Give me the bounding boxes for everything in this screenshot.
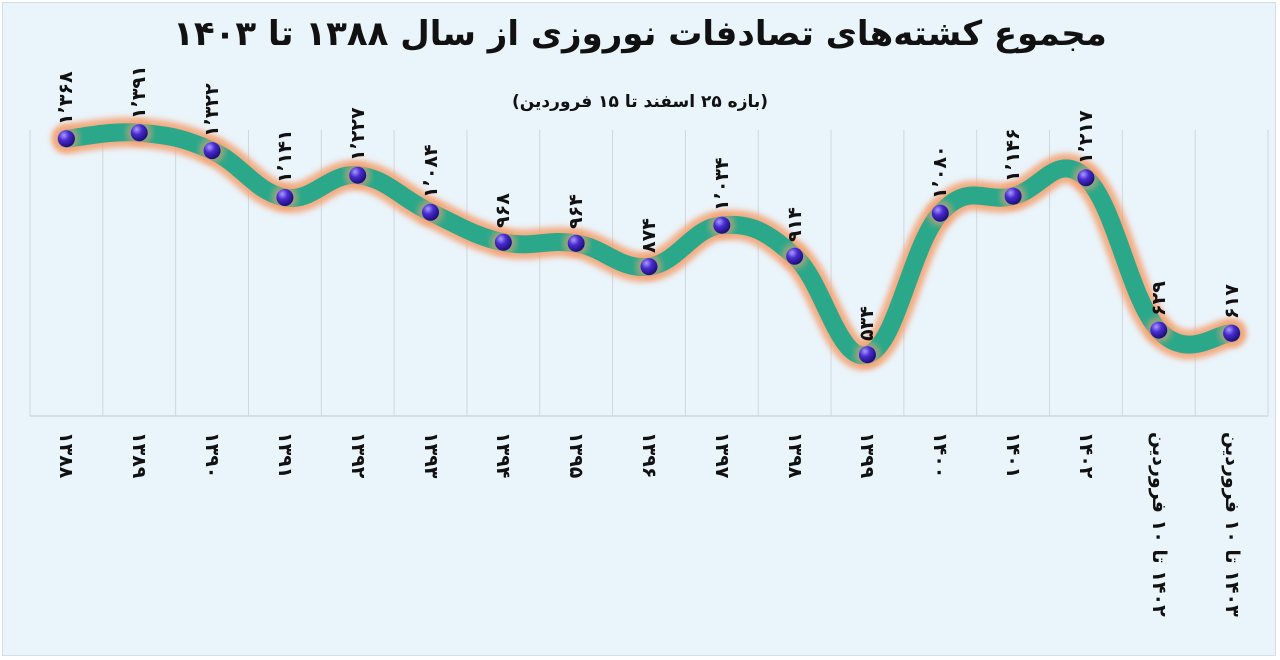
- data-point-marker: [1004, 187, 1022, 205]
- data-label: ۱٬۳۹۱: [128, 65, 151, 119]
- data-point-marker: [640, 258, 658, 276]
- data-point-marker: [713, 216, 731, 234]
- chart-subtitle: (بازه ۲۵ اسفند تا ۱۵ فروردین): [511, 92, 769, 112]
- x-axis-label: ۱۳۹۰: [201, 432, 224, 479]
- data-label: ۹۶۴: [565, 194, 588, 230]
- x-axis-label: ۱۴۰۰: [929, 432, 952, 479]
- x-axis-label: ۱۳۹۳: [419, 432, 442, 479]
- data-point-marker: [1223, 324, 1241, 342]
- data-point-marker: [276, 188, 294, 206]
- data-label: ۱٬۲۲۷: [346, 107, 369, 162]
- data-label: ۱٬۳۲۲: [201, 82, 224, 137]
- x-axis-label: ۱۳۹۷: [710, 432, 733, 479]
- data-label: ۱٬۱۴۱: [273, 129, 296, 184]
- x-axis-label: ۱۳۸۸: [55, 432, 78, 479]
- data-label: ۹۶۸: [492, 193, 515, 229]
- x-axis-label: ۱۳۹۴: [492, 432, 515, 479]
- data-point-marker: [203, 142, 221, 160]
- data-label: ۵۳۴: [856, 305, 879, 341]
- x-axis-label: ۱۳۹۲: [346, 432, 369, 479]
- data-point-marker: [422, 203, 440, 221]
- data-label: ۱٬۱۴۶: [1002, 128, 1025, 183]
- chart-title: مجموع کشته‌های تصادفات نوروزی از سال ۱۳۸…: [173, 14, 1107, 54]
- data-label: ۱٬۳۶۸: [55, 71, 78, 125]
- x-axis-label: ۱۳۹۸: [783, 432, 806, 479]
- x-axis-label: ۱۴۰۲: [1074, 432, 1097, 479]
- data-point-marker: [1077, 169, 1095, 187]
- data-point-marker: [1150, 321, 1168, 339]
- data-label: ۱٬۰۸۰: [929, 145, 952, 200]
- x-axis-label: ۱۳۹۵: [565, 432, 588, 479]
- data-label: ۹۱۴: [783, 207, 806, 243]
- data-point-marker: [567, 234, 585, 252]
- x-axis-label: ۱۳۹۶: [638, 432, 660, 479]
- data-point-marker: [786, 247, 804, 265]
- x-axis-label: ۱۳۹۱: [273, 432, 296, 479]
- x-axis-label: ۱۴۰۲ تا ۱۰ فروردین: [1147, 432, 1170, 617]
- data-point-marker: [57, 130, 75, 148]
- x-axis-label: ۱۴۰۱: [1002, 432, 1025, 479]
- data-label: ۱٬۲۱۷: [1074, 110, 1097, 164]
- x-axis-label: ۱۳۹۹: [856, 432, 879, 479]
- data-markers: [53, 119, 1245, 368]
- data-label: ۶۱۷: [1220, 284, 1243, 320]
- data-point-marker: [494, 233, 512, 251]
- data-label: ۱٬۰۸۴: [419, 144, 442, 199]
- data-point-marker: [130, 124, 148, 142]
- data-label: ۶۲۹: [1147, 281, 1170, 317]
- data-point-marker: [858, 346, 876, 364]
- x-axis-label: ۱۴۰۳ تا ۱۰ فروردین: [1220, 432, 1243, 617]
- x-axis-label: ۱۳۸۹: [128, 432, 151, 479]
- data-label: ۸۷۴: [638, 217, 660, 253]
- data-point-marker: [931, 204, 949, 222]
- data-point-marker: [349, 166, 367, 184]
- data-label: ۱٬۰۳۴: [710, 157, 733, 212]
